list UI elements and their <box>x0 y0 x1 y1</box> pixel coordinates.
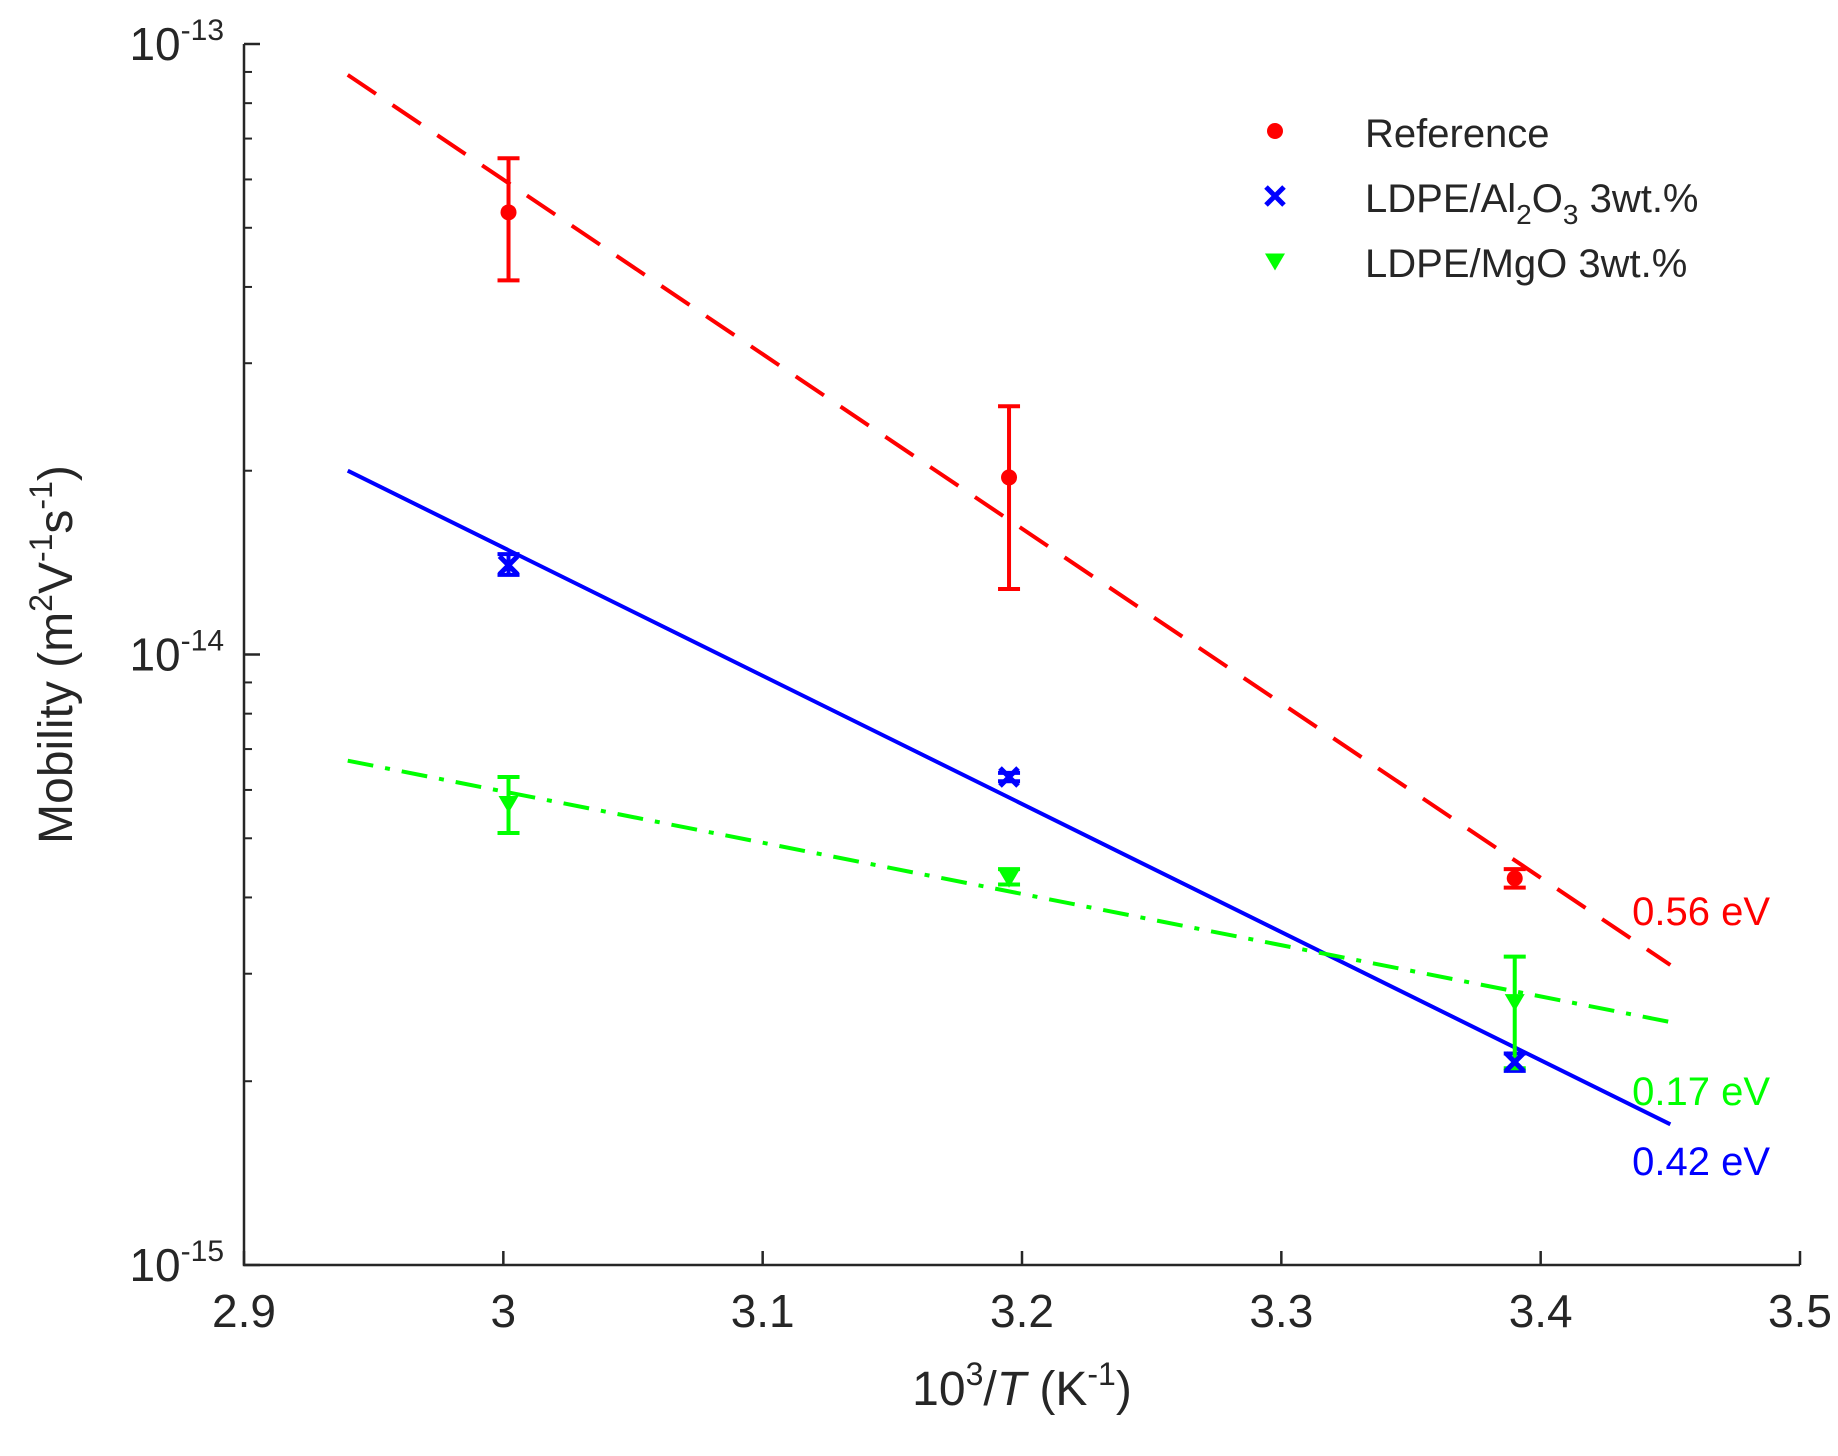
x-tick-label: 3.2 <box>990 1285 1054 1337</box>
x-axis-title: 103/T (K-1) <box>912 1356 1132 1416</box>
x-tick-label: 3.5 <box>1768 1285 1832 1337</box>
error-bar-reference <box>998 404 1021 592</box>
data-point-reference <box>500 204 517 221</box>
data-point-reference <box>1506 870 1523 887</box>
data-point-ldpe-al2o3-3wt <box>497 554 520 577</box>
x-tick-label: 3.4 <box>1509 1285 1573 1337</box>
y-tick-label: 10-14 <box>129 625 224 681</box>
y-axis-title: Mobility (m2V-1s-1) <box>23 465 83 844</box>
activation-energy-labels: 0.56 eV 0.42 eV 0.17 eV <box>1632 890 1770 1184</box>
x-tick-label: 2.9 <box>212 1285 276 1337</box>
data-point-ldpe-al2o3-3wt <box>998 766 1020 788</box>
axes: 2.9 3 3.1 3.2 3.3 3.4 3.5 10-13 10-14 10-15 103/T … <box>23 14 1832 1416</box>
legend-label-reference: Reference <box>1365 112 1550 156</box>
data-markers <box>497 204 1526 1073</box>
x-tick-label: 3.1 <box>731 1285 795 1337</box>
legend-label-ldpe-mgo-3wt: LDPE/MgO 3wt.% <box>1365 242 1687 286</box>
data-point-ldpe-mgo-3wt <box>1504 994 1525 1012</box>
fit-line-reference <box>346 73 1672 967</box>
legend-marker-ldpe-mgo-3wt <box>1265 253 1285 271</box>
data-point-ldpe-mgo-3wt <box>498 796 519 814</box>
activation-energy-ldpe-mgo-3wt: 0.17 eV <box>1632 1070 1770 1114</box>
legend-label-ldpe-al2o3-3wt: LDPE/Al2O3 3wt.% <box>1365 177 1699 230</box>
activation-energy-ldpe-al2o3-3wt: 0.42 eV <box>1632 1140 1770 1184</box>
x-tick-label: 3.3 <box>1249 1285 1313 1337</box>
activation-energy-reference: 0.56 eV <box>1632 890 1770 934</box>
y-tick-label: 10-13 <box>129 14 224 70</box>
legend-marker-reference <box>1267 123 1283 139</box>
error-bars <box>497 156 1526 1073</box>
fit-lines <box>346 73 1672 1127</box>
data-point-ldpe-al2o3-3wt <box>1503 1051 1526 1073</box>
fit-line-ldpe-mgo-3wt <box>347 758 1671 1025</box>
y-tick-label: 10-15 <box>129 1235 224 1291</box>
x-tick-label: 3 <box>491 1285 517 1337</box>
data-point-ldpe-mgo-3wt <box>999 870 1020 888</box>
legend: Reference LDPE/Al2O3 3wt.% LDPE/MgO 3wt.% <box>1264 112 1699 286</box>
legend-marker-ldpe-al2o3-3wt <box>1264 185 1286 207</box>
data-point-reference <box>1001 469 1018 486</box>
fit-line-ldpe-al2o3-3wt <box>346 468 1672 1127</box>
